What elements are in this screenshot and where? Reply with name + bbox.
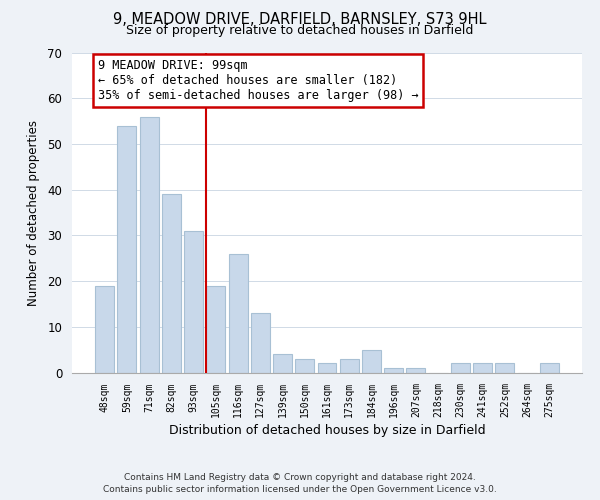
Bar [95, 286, 114, 372]
Bar [295, 359, 314, 372]
Bar [540, 364, 559, 372]
Bar [162, 194, 181, 372]
Bar [317, 364, 337, 372]
Bar [273, 354, 292, 372]
Bar [473, 364, 492, 372]
Bar [362, 350, 381, 372]
Bar [184, 231, 203, 372]
Bar [140, 116, 158, 372]
Bar [384, 368, 403, 372]
Bar [206, 286, 225, 372]
Text: Size of property relative to detached houses in Darfield: Size of property relative to detached ho… [127, 24, 473, 37]
Y-axis label: Number of detached properties: Number of detached properties [28, 120, 40, 306]
Bar [496, 364, 514, 372]
X-axis label: Distribution of detached houses by size in Darfield: Distribution of detached houses by size … [169, 424, 485, 438]
Bar [229, 254, 248, 372]
Text: Contains HM Land Registry data © Crown copyright and database right 2024.
Contai: Contains HM Land Registry data © Crown c… [103, 472, 497, 494]
Bar [406, 368, 425, 372]
Bar [340, 359, 359, 372]
Text: 9, MEADOW DRIVE, DARFIELD, BARNSLEY, S73 9HL: 9, MEADOW DRIVE, DARFIELD, BARNSLEY, S73… [113, 12, 487, 28]
Bar [451, 364, 470, 372]
Bar [118, 126, 136, 372]
Bar [251, 313, 270, 372]
Text: 9 MEADOW DRIVE: 99sqm
← 65% of detached houses are smaller (182)
35% of semi-det: 9 MEADOW DRIVE: 99sqm ← 65% of detached … [97, 59, 418, 102]
